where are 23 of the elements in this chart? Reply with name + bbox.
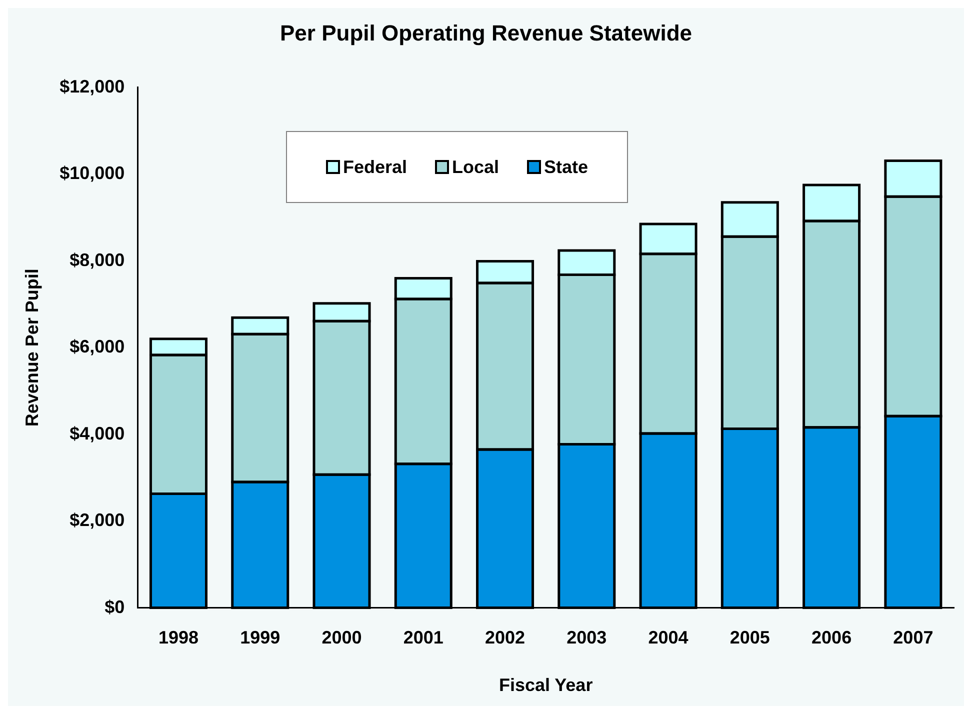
y-tick-label: $10,000	[60, 163, 125, 184]
x-tick-label: 1999	[240, 628, 280, 648]
x-tick-label: 2004	[648, 628, 688, 648]
legend-label: Federal	[342, 156, 407, 178]
legend-label: Local	[452, 156, 500, 178]
x-tick-label: 2000	[322, 628, 362, 648]
chart-title: Per Pupil Operating Revenue Statewide	[280, 20, 692, 46]
x-tick-label: 2007	[893, 628, 934, 648]
y-tick-label: $2,000	[70, 510, 125, 530]
x-axis-title: Fiscal Year	[498, 675, 593, 696]
x-tick-label: 2005	[730, 628, 770, 648]
legend-label: State	[544, 156, 588, 178]
y-tick-label: $8,000	[70, 250, 125, 270]
x-tick-label: 1998	[158, 628, 199, 648]
x-tick-label: 2002	[484, 628, 526, 648]
x-tick-label: 2006	[812, 628, 852, 648]
y-tick-label: $4,000	[70, 423, 125, 444]
y-tick-label: $6,000	[70, 336, 125, 357]
y-axis-title: Revenue Per Pupil	[22, 268, 42, 427]
y-tick-label: $12,000	[60, 76, 125, 96]
x-tick-label: 2001	[403, 628, 444, 648]
x-tick-label: 2003	[566, 628, 607, 648]
y-tick-label: $0	[104, 596, 125, 617]
